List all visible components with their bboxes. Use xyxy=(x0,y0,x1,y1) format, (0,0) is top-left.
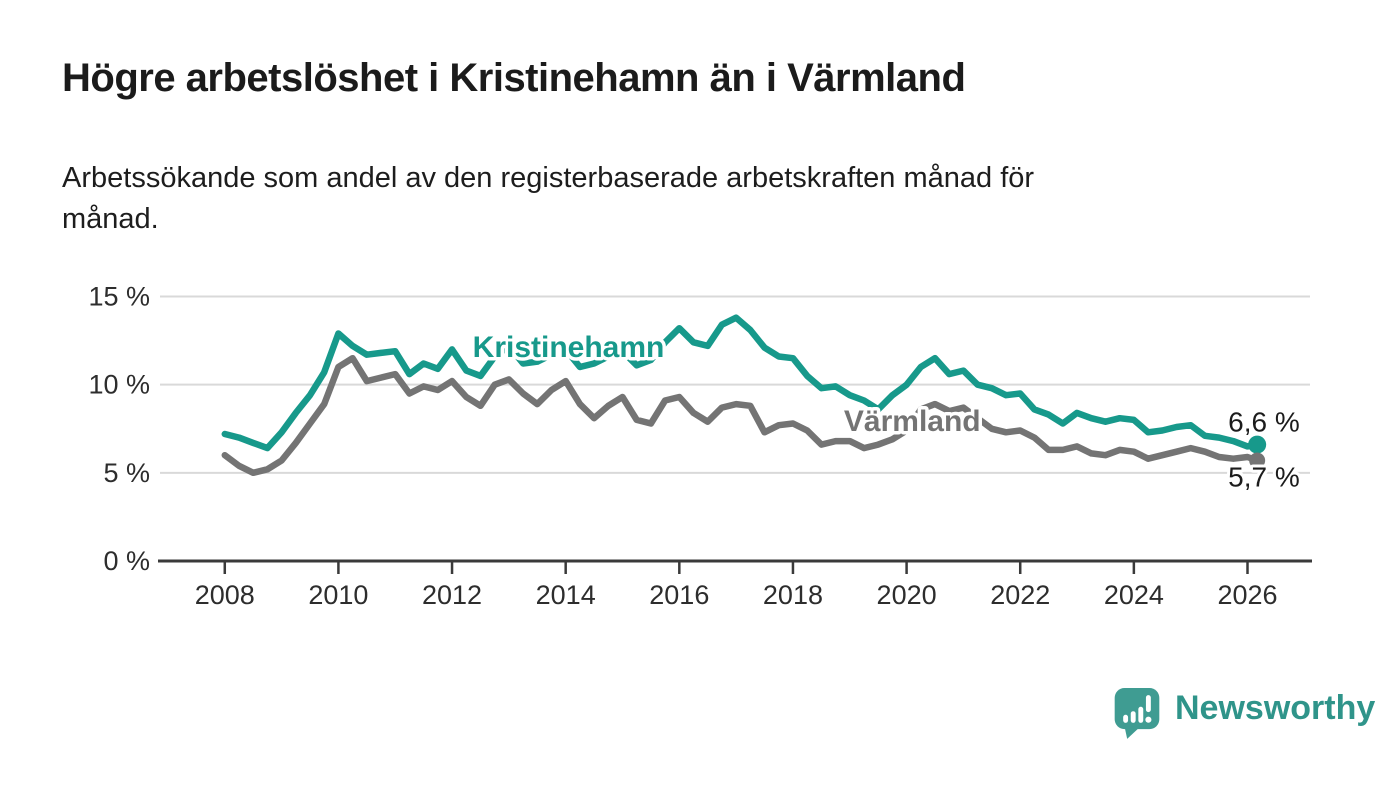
end-value-label-kristinehamn: 6,6 % xyxy=(1228,407,1300,438)
newsworthy-logo: Newsworthy xyxy=(1112,682,1375,744)
newsworthy-logo-text: Newsworthy xyxy=(1175,689,1376,727)
line-värmland xyxy=(221,354,1261,477)
unemployment-line-chart: 0 % 5 % 10 % 15 % 2008 2010 2012 2014 2016 2018 20… xyxy=(88,282,1312,610)
x-tick-label-2018: 2018 xyxy=(763,580,823,610)
newsworthy-logo-icon xyxy=(1114,688,1160,739)
series-label-kristinehamn: Kristinehamn xyxy=(473,331,665,364)
subtitle-line-2: månad. xyxy=(62,203,159,235)
x-tick-label-2008: 2008 xyxy=(195,580,255,610)
y-tick-label-0: 0 % xyxy=(103,546,150,576)
subtitle-line-1: Arbetssökande som andel av den registerb… xyxy=(62,162,1035,194)
y-tick-label-15: 15 % xyxy=(88,282,150,312)
end-dot-värmland xyxy=(1249,452,1266,469)
x-tick-label-2016: 2016 xyxy=(649,580,709,610)
end-dot-kristinehamn xyxy=(1248,435,1267,454)
x-tick-label-2010: 2010 xyxy=(308,580,368,610)
y-tick-label-5: 5 % xyxy=(103,458,150,488)
end-value-label-värmland: 5,7 % xyxy=(1228,461,1300,492)
x-tick-label-2012: 2012 xyxy=(422,580,482,610)
series-label-värmland: Värmland xyxy=(844,405,981,438)
x-tick-label-2026: 2026 xyxy=(1217,580,1277,610)
y-tick-label-10: 10 % xyxy=(88,370,150,400)
x-tick-label-2020: 2020 xyxy=(877,580,937,610)
page-title: Högre arbetslöshet i Kristinehamn än i V… xyxy=(62,56,966,100)
chart-subtitle: Arbetssökande som andel av den registerb… xyxy=(62,158,1034,240)
line-kristinehamn xyxy=(221,314,1261,452)
x-tick-label-2024: 2024 xyxy=(1104,580,1164,610)
x-tick-label-2022: 2022 xyxy=(990,580,1050,610)
x-tick-label-2014: 2014 xyxy=(536,580,596,610)
